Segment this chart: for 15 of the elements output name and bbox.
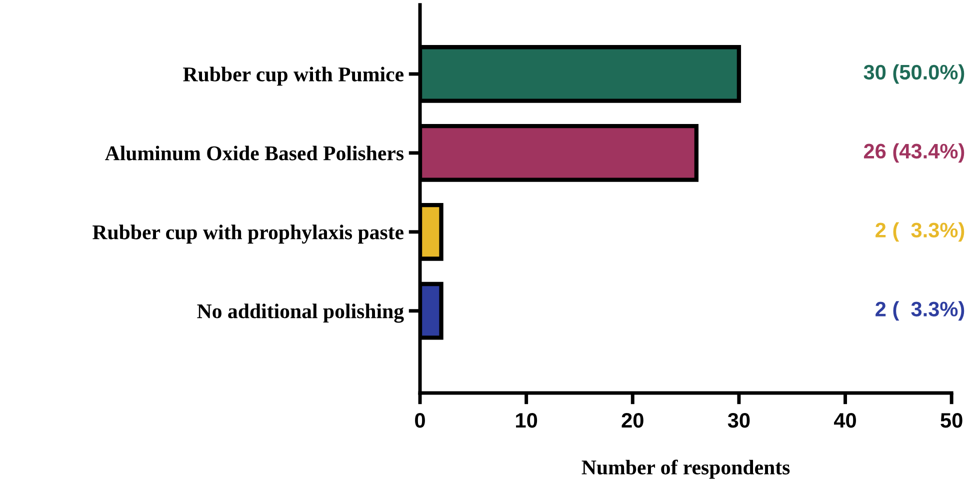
y-tick-label: Rubber cup with prophylaxis paste xyxy=(92,224,404,244)
x-tick-label: 0 xyxy=(415,412,425,428)
data-label: 2 ( 3.3%) xyxy=(876,222,964,242)
data-label: 26 (43.4%) xyxy=(864,143,964,163)
y-tick-label: Aluminum Oxide Based Polishers xyxy=(105,146,404,160)
data-label: 2 ( 3.3%) xyxy=(876,301,964,321)
x-tick-label: 10 xyxy=(516,412,538,428)
x-axis-title: Number of respondents xyxy=(582,460,790,479)
y-tick-label: Rubber cup with Pumice xyxy=(183,66,404,86)
data-label: 30 (50.0%) xyxy=(864,64,964,84)
x-tick-label: 40 xyxy=(834,412,856,428)
y-tick-label: No additional polishing xyxy=(197,304,404,323)
x-tick-label: 20 xyxy=(622,412,644,428)
x-tick-label: 50 xyxy=(940,412,962,428)
x-tick-label: 30 xyxy=(728,412,750,428)
